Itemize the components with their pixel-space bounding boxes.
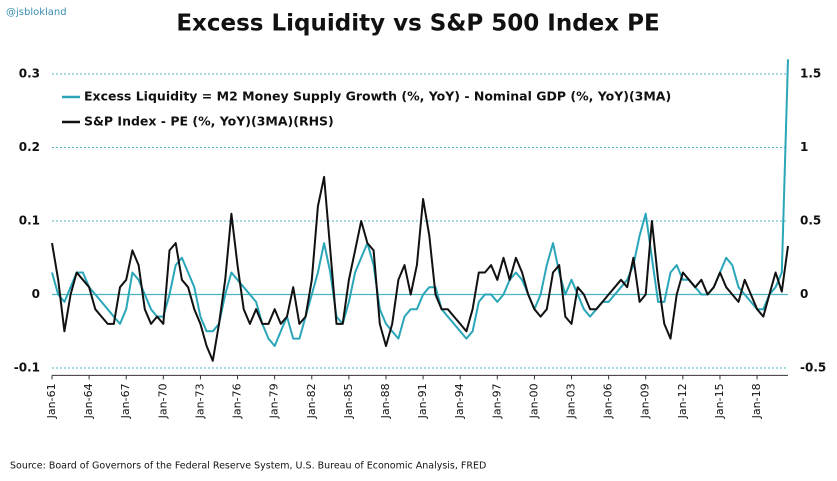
x-tick-label: Jan-70: [156, 383, 169, 419]
x-tick-label: Jan-00: [527, 383, 540, 419]
y-tick-label: -0.1: [14, 361, 40, 375]
x-tick-label: Jan-82: [305, 383, 318, 419]
x-tick-label: Jan-09: [639, 383, 652, 419]
y-tick-label: 0: [32, 287, 40, 301]
x-tick-label: Jan-73: [193, 383, 206, 419]
x-tick-label: Jan-76: [231, 383, 244, 419]
series-line: [51, 175, 789, 362]
x-tick-label: Jan-88: [379, 383, 392, 419]
legend-label: S&P Index - PE (%, YoY)(3MA)(RHS): [84, 114, 334, 129]
x-tick-label: Jan-94: [453, 383, 466, 419]
series-line: [51, 59, 789, 347]
y2-tick-label: 1.5: [800, 67, 821, 81]
chart-title: Excess Liquidity vs S&P 500 Index PE: [176, 11, 659, 37]
x-tick-label: Jan-79: [268, 383, 281, 419]
y2-tick-label: 1: [800, 140, 808, 154]
x-tick-label: Jan-91: [416, 383, 429, 419]
x-tick-label: Jan-15: [713, 383, 726, 419]
x-tick-label: Jan-85: [342, 383, 355, 419]
y-tick-label: 0.2: [19, 140, 40, 154]
x-tick-label: Jan-18: [750, 383, 763, 419]
y-tick-label: 0.3: [19, 67, 40, 81]
y2-tick-label: -0.5: [800, 361, 826, 375]
handle: @jsblokland: [6, 7, 67, 18]
y2-tick-label: 0.5: [800, 214, 821, 228]
legend-label: Excess Liquidity = M2 Money Supply Growt…: [84, 89, 671, 104]
source: Source: Board of Governors of the Federa…: [10, 461, 486, 472]
x-tick-label: Jan-61: [45, 383, 58, 419]
x-tick-label: Jan-12: [676, 383, 689, 419]
x-tick-label: Jan-97: [490, 383, 503, 419]
x-tick-label: Jan-03: [565, 383, 578, 419]
y-tick-label: 0.1: [19, 214, 40, 228]
y2-tick-label: 0: [800, 287, 808, 301]
x-tick-label: Jan-64: [82, 383, 95, 419]
x-tick-label: Jan-67: [119, 383, 132, 419]
x-tick-label: Jan-06: [602, 383, 615, 419]
